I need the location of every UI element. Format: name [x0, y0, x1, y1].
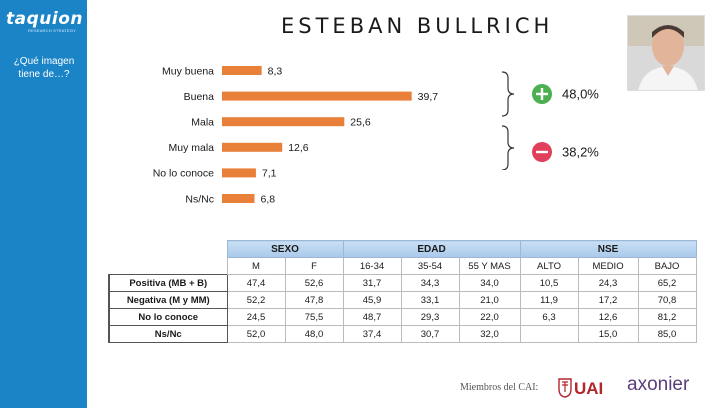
- negative-total: 38,2%: [562, 145, 599, 160]
- table-column-header: M: [226, 257, 286, 275]
- table-cell: 37,4: [342, 325, 402, 343]
- table-corner-cell: [109, 241, 227, 258]
- table-column-header: 55 Y MAS: [458, 257, 521, 275]
- plus-icon: [532, 84, 552, 104]
- table-cell: 17,2: [577, 291, 639, 309]
- table-cell: 29,3: [400, 308, 460, 326]
- brand-tagline: RESEARCH STRATEGY: [28, 28, 76, 33]
- sidebar-question: ¿Qué imagen tiene de…?: [13, 56, 75, 80]
- breakdown-table: SEXO EDAD NSE M F 16-34 35-54 55 Y MAS ALTO MEDIO…: [108, 240, 697, 343]
- brand-name: taquion: [6, 9, 83, 29]
- table-cell: 45,9: [342, 291, 402, 309]
- table-cell: 48,0: [284, 325, 344, 343]
- bar: [222, 66, 262, 75]
- table-cell: 47,8: [284, 291, 344, 309]
- table-group-header: EDAD: [342, 240, 521, 258]
- table-cell: 15,0: [577, 325, 639, 343]
- table-group-header: NSE: [519, 240, 697, 258]
- table-cell: 10,5: [519, 274, 579, 292]
- uai-logo-text: UAI: [574, 379, 603, 398]
- table-cell: 47,4: [226, 274, 286, 292]
- table-column-header: BAJO: [637, 257, 697, 275]
- table-cell: 11,9: [519, 291, 579, 309]
- table-cell: 70,8: [637, 291, 697, 309]
- table-corner-cell: [109, 258, 227, 275]
- bar-value-label: 39,7: [418, 91, 439, 103]
- bar-chart: Muy buena 8,3 Buena 39,7 Mala 25,6 Muy mala 12,…: [153, 65, 439, 205]
- table-column-header: 35-54: [400, 257, 460, 275]
- table-cell: 30,7: [400, 325, 460, 343]
- table-cell: 81,2: [637, 308, 697, 326]
- table-row-label: Negativa (M y MM): [108, 291, 228, 309]
- portrait-photo: [627, 15, 705, 91]
- table-cell: 12,6: [577, 308, 639, 326]
- table-cell: 65,2: [637, 274, 697, 292]
- table-row: Negativa (M y MM) 52,2 47,8 45,9 33,1 21,0 11,…: [108, 291, 697, 309]
- category-label: Muy mala: [168, 142, 214, 154]
- table-row-label: Ns/Nc: [108, 325, 228, 343]
- table-column-header: MEDIO: [577, 257, 639, 275]
- table-cell: 31,7: [342, 274, 402, 292]
- table-cell: 85,0: [637, 325, 697, 343]
- axonier-logo: axonier: [627, 374, 690, 395]
- category-label: Buena: [184, 91, 215, 103]
- bar: [222, 142, 283, 152]
- sidebar: taquion RESEARCH STRATEGY ¿Qué imagen ti…: [0, 0, 87, 408]
- bar-value-label: 6,8: [260, 193, 275, 205]
- portrait-image: [628, 16, 704, 90]
- bar: [222, 117, 345, 127]
- category-label: Mala: [191, 117, 214, 129]
- table-row: Ns/Nc 52,0 48,0 37,4 30,7 32,0 15,0 85,0: [108, 325, 697, 343]
- table-cell: 24,5: [226, 308, 286, 326]
- table-row: No lo conoce 24,5 75,5 48,7 29,3 22,0 6,3 12,6 8…: [108, 308, 697, 326]
- table-cell: 34,0: [458, 274, 521, 292]
- bar-value-label: 7,1: [262, 168, 277, 180]
- category-label: Muy buena: [162, 65, 214, 77]
- table-cell: 24,3: [577, 274, 639, 292]
- minus-icon: [532, 142, 552, 162]
- page-title: ESTEBAN BULLRICH: [281, 14, 554, 38]
- table-cell: 6,3: [519, 308, 579, 326]
- bar: [222, 194, 255, 203]
- table-cell: 52,6: [284, 274, 344, 292]
- table-cell: 75,5: [284, 308, 344, 326]
- brand-logo: taquion RESEARCH STRATEGY: [6, 9, 84, 35]
- table-cell: 48,7: [342, 308, 402, 326]
- table-cell: [519, 325, 579, 343]
- table-cell: 33,1: [400, 291, 460, 309]
- summary-panel: 48,0% 38,2%: [501, 71, 599, 170]
- bar-value-label: 25,6: [350, 117, 371, 129]
- table-row: Positiva (MB + B) 47,4 52,6 31,7 34,3 34,0 10,…: [108, 274, 697, 292]
- table-cell: 52,2: [226, 291, 286, 309]
- table-column-header: ALTO: [519, 257, 579, 275]
- bar-value-label: 12,6: [288, 142, 309, 154]
- positive-brace: [501, 71, 515, 117]
- table-cell: 22,0: [458, 308, 521, 326]
- bar: [222, 168, 256, 178]
- table-cell: 34,3: [400, 274, 460, 292]
- table-group-header: SEXO: [226, 240, 344, 258]
- table-cell: 32,0: [458, 325, 521, 343]
- table-cell: 21,0: [458, 291, 521, 309]
- footer-members-label: Miembros del CAI:: [460, 382, 539, 393]
- uai-logo: UAI: [558, 378, 603, 398]
- table-group-header-row: SEXO EDAD NSE: [109, 240, 697, 258]
- category-label: No lo conoce: [153, 168, 214, 180]
- table-row-label: No lo conoce: [108, 308, 228, 326]
- positive-total: 48,0%: [562, 87, 599, 102]
- table-column-header: 16-34: [342, 257, 402, 275]
- table-cell: 52,0: [226, 325, 286, 343]
- table-column-header-row: M F 16-34 35-54 55 Y MAS ALTO MEDIO BAJO: [109, 257, 697, 275]
- table-column-header: F: [284, 257, 344, 275]
- bar-value-label: 8,3: [268, 65, 283, 77]
- negative-brace: [501, 125, 515, 170]
- bar: [222, 91, 412, 101]
- table-row-label: Positiva (MB + B): [108, 274, 228, 292]
- category-label: Ns/Nc: [185, 193, 214, 205]
